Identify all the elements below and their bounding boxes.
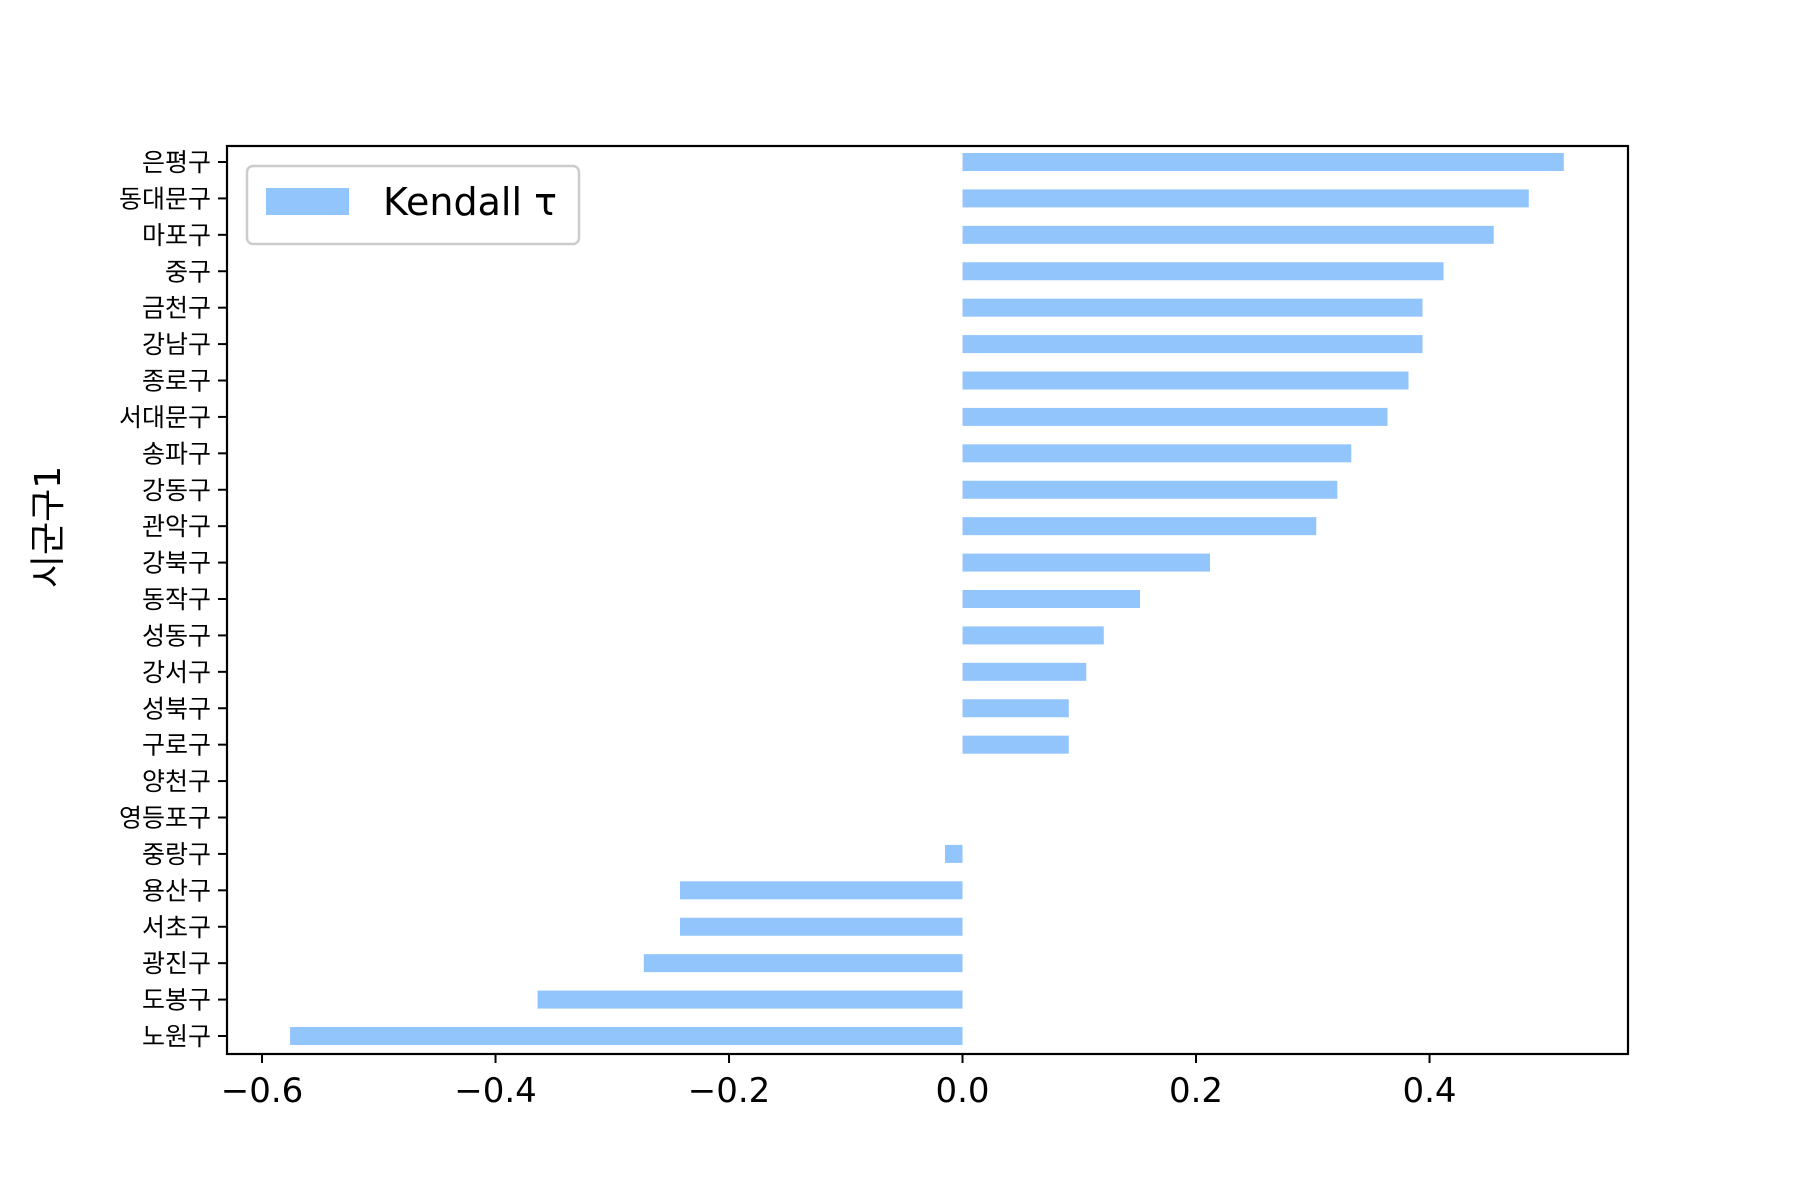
bar-광진구 — [643, 954, 963, 973]
legend: Kendall τ — [245, 164, 581, 246]
bar-종로구 — [962, 371, 1409, 390]
bar-강동구 — [962, 480, 1338, 499]
y-axis-label: 시군구1 — [28, 466, 69, 588]
y-tick-label: 구로구 — [142, 731, 211, 760]
x-tick-label: 0.2 — [1169, 1071, 1223, 1111]
y-tick-label: 성북구 — [142, 694, 211, 723]
y-tick-label: 용산구 — [142, 876, 211, 905]
bar-중랑구 — [945, 844, 963, 863]
bar-강남구 — [962, 335, 1423, 354]
bars-group — [290, 153, 1564, 1045]
y-axis-ticks: 은평구동대문구마포구중구금천구강남구종로구서대문구송파구강동구관악구강북구동작구… — [119, 148, 227, 1051]
bar-중구 — [962, 262, 1444, 281]
x-tick-label: −0.2 — [688, 1071, 771, 1111]
y-tick-label: 강남구 — [142, 330, 211, 359]
y-tick-label: 광진구 — [142, 949, 211, 978]
legend-swatch — [266, 188, 349, 215]
bar-송파구 — [962, 444, 1352, 463]
y-tick-label: 강서구 — [142, 658, 211, 687]
y-tick-label: 관악구 — [142, 512, 211, 541]
y-tick-label: 노원구 — [142, 1022, 211, 1051]
y-tick-label: 영등포구 — [119, 804, 211, 833]
y-tick-label: 중구 — [165, 257, 211, 286]
legend-label: Kendall τ — [383, 180, 557, 224]
y-tick-label: 종로구 — [142, 367, 211, 396]
x-tick-label: 0.4 — [1402, 1071, 1456, 1111]
legend-frame — [245, 164, 581, 246]
bar-강북구 — [962, 553, 1211, 572]
y-tick-label: 동대문구 — [119, 184, 211, 213]
x-axis-ticks: −0.6 −0.4 −0.2 0.0 0.2 0.4 — [221, 1054, 1457, 1111]
y-tick-label: 은평구 — [142, 148, 211, 177]
y-tick-label: 서대문구 — [119, 403, 211, 432]
x-tick-label: −0.6 — [221, 1071, 304, 1111]
bar-용산구 — [679, 881, 963, 900]
y-tick-label: 강북구 — [142, 549, 211, 578]
bar-서초구 — [679, 917, 963, 936]
bar-금천구 — [962, 298, 1423, 317]
bar-동작구 — [962, 590, 1140, 608]
x-tick-label: −0.4 — [454, 1071, 537, 1111]
bar-성동구 — [962, 626, 1104, 645]
bar-은평구 — [962, 153, 1564, 171]
y-tick-label: 강동구 — [142, 476, 211, 505]
y-tick-label: 금천구 — [142, 294, 211, 323]
y-tick-label: 서초구 — [142, 913, 211, 942]
bar-관악구 — [962, 517, 1317, 536]
y-tick-label: 도봉구 — [142, 986, 211, 1015]
y-tick-label: 동작구 — [142, 585, 211, 614]
plot-area-frame — [225, 144, 1630, 1056]
y-tick-label: 중랑구 — [142, 840, 211, 869]
bar-도봉구 — [537, 990, 963, 1009]
bar-서대문구 — [962, 407, 1388, 426]
y-tick-label: 성동구 — [142, 621, 211, 650]
bar-동대문구 — [962, 189, 1529, 208]
bar-성북구 — [962, 699, 1069, 718]
bar-노원구 — [290, 1027, 963, 1045]
bar-구로구 — [962, 735, 1069, 754]
bar-마포구 — [962, 225, 1494, 244]
y-tick-label: 양천구 — [142, 767, 211, 796]
x-tick-label: 0.0 — [935, 1071, 989, 1111]
bar-강서구 — [962, 662, 1087, 681]
y-tick-label: 마포구 — [142, 221, 211, 250]
y-tick-label: 송파구 — [142, 439, 211, 468]
